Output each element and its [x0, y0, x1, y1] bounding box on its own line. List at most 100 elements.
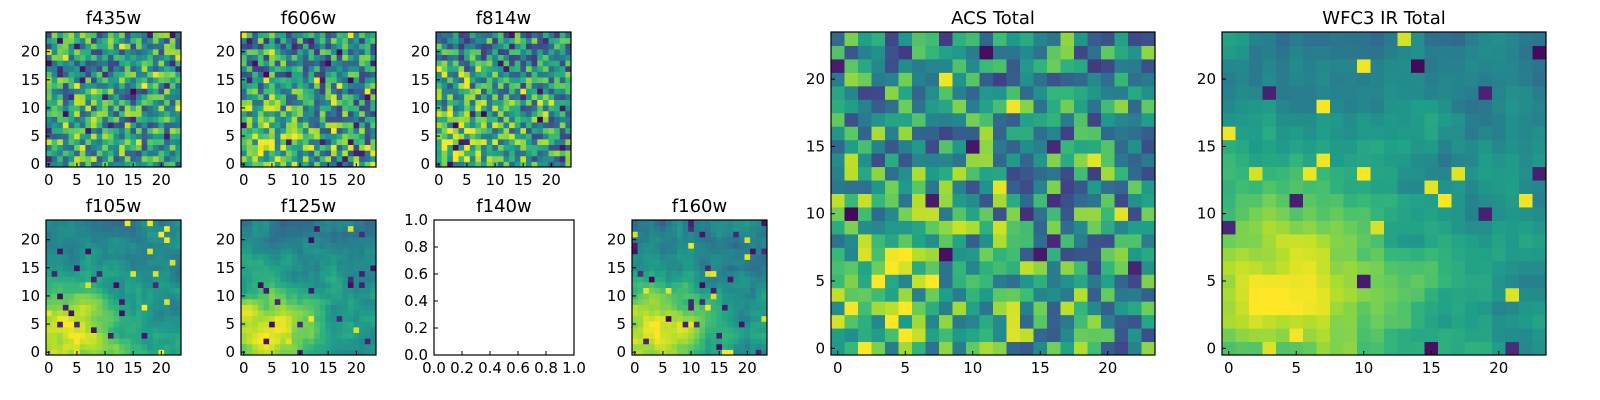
- heatmap-cell: [147, 270, 154, 277]
- heatmap-cell: [347, 220, 354, 227]
- heatmap-cell: [750, 310, 757, 317]
- heatmap-cell: [520, 116, 527, 123]
- heatmap-cell: [497, 88, 504, 95]
- heatmap-cell: [46, 343, 53, 350]
- heatmap-cell: [280, 48, 287, 55]
- heatmap-cell: [291, 88, 298, 95]
- heatmap-cell: [124, 88, 131, 95]
- heatmap-cell: [336, 343, 343, 350]
- heatmap-cell: [297, 265, 304, 272]
- heatmap-cell: [263, 65, 270, 72]
- heatmap-cell: [175, 304, 182, 311]
- heatmap-cell: [677, 281, 684, 288]
- heatmap-cell: [274, 71, 281, 78]
- heatmap-cell: [325, 105, 332, 112]
- heatmap-cell: [1047, 85, 1061, 100]
- heatmap-cell: [1492, 166, 1506, 181]
- heatmap-cell: [107, 122, 114, 129]
- heatmap-cell: [688, 270, 695, 277]
- heatmap-cell: [113, 321, 120, 328]
- heatmap-cell: [1465, 180, 1479, 194]
- heatmap-cell: [274, 144, 281, 151]
- heatmap-cell: [107, 253, 114, 260]
- heatmap-cell: [1006, 85, 1021, 100]
- heatmap-cell: [169, 54, 176, 61]
- heatmap-cell: [665, 265, 672, 272]
- heatmap-cell: [1465, 153, 1479, 168]
- heatmap-cell: [252, 225, 259, 232]
- heatmap-cell: [503, 43, 510, 50]
- heatmap-cell: [871, 32, 886, 46]
- heatmap-cell: [74, 326, 81, 333]
- heatmap-cell: [1087, 287, 1102, 302]
- y-tick-label: 20: [806, 70, 825, 88]
- heatmap-cell: [1505, 166, 1520, 181]
- heatmap-cell: [542, 43, 549, 50]
- heatmap-cell: [1222, 58, 1236, 73]
- x-tick-label: 10: [291, 359, 310, 377]
- heatmap-cell: [85, 259, 92, 266]
- heatmap-cell: [257, 138, 264, 145]
- heatmap-cell: [308, 349, 315, 356]
- heatmap-cell: [46, 32, 53, 39]
- subplot-title: WFC3 IR Total: [1322, 8, 1445, 29]
- heatmap-cell: [147, 310, 154, 317]
- heatmap-cell: [1006, 247, 1021, 262]
- heatmap-cell: [1222, 233, 1236, 248]
- heatmap-cell: [1060, 206, 1075, 221]
- heatmap-cell: [755, 343, 762, 350]
- heatmap-cell: [141, 265, 148, 272]
- heatmap-cell: [716, 253, 723, 260]
- heatmap-cell: [688, 281, 695, 288]
- heatmap-cell: [705, 343, 712, 350]
- heatmap-cell: [1249, 166, 1263, 181]
- heatmap-cell: [297, 43, 304, 50]
- heatmap-cell: [74, 48, 81, 55]
- heatmap-cell: [136, 43, 143, 50]
- heatmap-cell: [682, 265, 689, 272]
- heatmap-cell: [325, 310, 332, 317]
- heatmap-cell: [654, 265, 661, 272]
- heatmap-cell: [1370, 220, 1385, 235]
- heatmap-cell: [263, 332, 270, 339]
- heatmap-cell: [952, 126, 967, 141]
- heatmap-cell: [130, 144, 137, 151]
- heatmap-cell: [164, 293, 171, 300]
- heatmap-cell: [1330, 112, 1344, 127]
- heatmap-cell: [559, 133, 566, 140]
- heatmap-cell: [124, 225, 131, 232]
- heatmap-cell: [119, 155, 126, 162]
- y-tick-label: 0: [420, 155, 430, 173]
- heatmap-cell: [370, 281, 377, 288]
- heatmap-cell: [514, 161, 521, 168]
- heatmap-cell: [325, 265, 332, 272]
- heatmap-cell: [441, 138, 448, 145]
- heatmap-cell: [62, 93, 69, 100]
- heatmap-cell: [565, 60, 572, 67]
- heatmap-cell: [51, 71, 58, 78]
- heatmap-cell: [699, 225, 706, 232]
- heatmap-cell: [1074, 72, 1088, 87]
- heatmap-cell: [1101, 180, 1115, 194]
- heatmap-cell: [164, 281, 171, 288]
- heatmap-cell: [68, 236, 75, 243]
- heatmap-cell: [308, 287, 315, 294]
- heatmap-cell: [1397, 328, 1412, 343]
- heatmap-cell: [1033, 32, 1048, 46]
- heatmap-cell: [342, 293, 349, 300]
- heatmap-cell: [1357, 99, 1371, 114]
- heatmap-cell: [46, 310, 53, 317]
- heatmap-cell: [993, 112, 1007, 127]
- heatmap-cell: [481, 93, 488, 100]
- heatmap-cell: [497, 127, 504, 134]
- heatmap-cell: [939, 287, 953, 302]
- heatmap-cell: [1370, 274, 1385, 289]
- heatmap-cell: [526, 93, 533, 100]
- heatmap-cell: [124, 248, 131, 255]
- heatmap-cell: [252, 110, 259, 117]
- heatmap-cell: [51, 54, 58, 61]
- heatmap-cell: [912, 126, 926, 141]
- heatmap-cell: [537, 54, 544, 61]
- heatmap-cell: [308, 43, 315, 50]
